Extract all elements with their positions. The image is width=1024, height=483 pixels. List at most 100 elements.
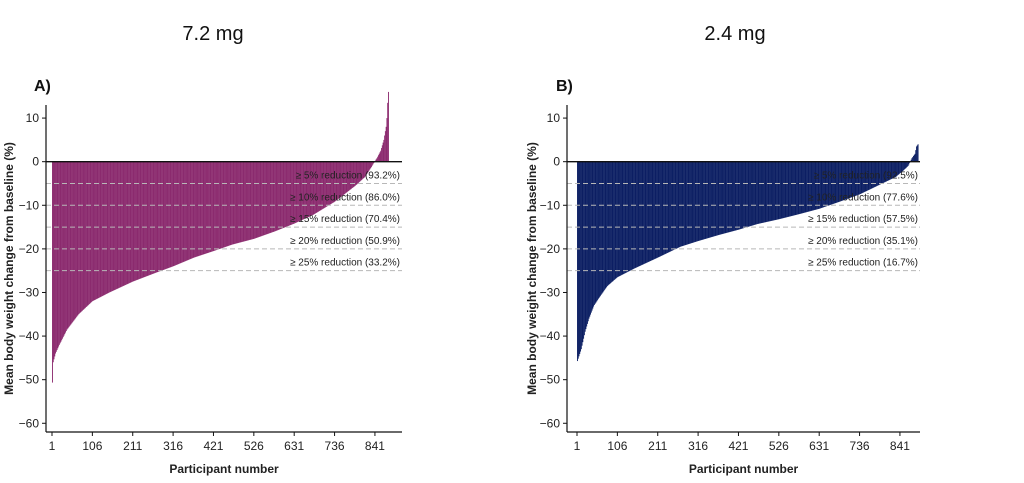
bar — [235, 161, 237, 244]
bar — [244, 161, 246, 242]
bar — [722, 161, 724, 234]
bar — [697, 161, 699, 242]
bar — [295, 161, 297, 223]
bar — [189, 161, 191, 260]
bar — [378, 153, 380, 162]
bar — [890, 161, 892, 180]
bar — [53, 161, 55, 360]
bar — [644, 161, 646, 264]
bar — [326, 161, 328, 207]
y-tick-label: 10 — [26, 111, 40, 125]
bar — [346, 161, 348, 193]
bar — [786, 161, 788, 218]
bar — [71, 161, 73, 324]
y-tick-label: 0 — [553, 155, 560, 169]
bar — [869, 161, 871, 190]
bar — [666, 161, 668, 254]
bar — [866, 161, 868, 192]
bar — [656, 161, 658, 259]
bar — [250, 161, 252, 240]
bar — [636, 161, 638, 268]
bar — [343, 161, 345, 195]
bar — [142, 161, 144, 278]
bar — [900, 161, 902, 173]
bar — [803, 161, 804, 213]
bar — [596, 161, 598, 301]
bar — [912, 157, 914, 162]
bar — [212, 161, 214, 252]
bar — [115, 161, 116, 290]
bar — [181, 161, 183, 263]
bar — [118, 161, 120, 288]
bar — [806, 161, 808, 213]
bar — [95, 161, 96, 300]
bar — [281, 161, 283, 229]
bar — [313, 161, 315, 215]
bar — [883, 161, 885, 183]
bar — [611, 161, 613, 282]
bar — [348, 161, 350, 191]
bar — [349, 161, 351, 190]
bar — [307, 161, 309, 218]
bar — [71, 161, 73, 323]
bar — [641, 161, 643, 265]
bar — [138, 161, 140, 280]
bar — [760, 161, 762, 224]
bar — [129, 161, 131, 283]
bar — [689, 161, 691, 244]
bar — [743, 161, 744, 229]
bar — [811, 161, 813, 211]
bar — [238, 161, 239, 243]
bar — [178, 161, 180, 264]
bar — [753, 161, 754, 226]
bar — [770, 161, 772, 221]
bar — [108, 161, 110, 293]
bar — [846, 161, 848, 199]
panel-title: 7.2 mg — [182, 23, 243, 45]
bar — [716, 161, 718, 236]
y-tick-label: −30 — [540, 285, 561, 299]
bar — [838, 161, 840, 202]
bar — [121, 161, 123, 287]
bar — [618, 161, 620, 277]
bar — [351, 161, 353, 189]
bar — [229, 161, 231, 246]
bar — [614, 161, 616, 280]
bar — [698, 161, 700, 241]
bar — [173, 161, 175, 266]
bar — [297, 161, 299, 222]
bar — [370, 161, 372, 169]
bar — [654, 161, 656, 259]
bar — [292, 161, 294, 225]
bar — [866, 161, 868, 191]
bar — [653, 161, 655, 260]
bar — [339, 161, 341, 198]
bar — [125, 161, 126, 285]
bar — [147, 161, 149, 276]
bar — [285, 161, 287, 227]
bar — [875, 161, 877, 187]
y-tick-label: −60 — [540, 416, 561, 430]
bar — [226, 161, 228, 247]
threshold-label: ≥ 15% reduction (57.5%) — [808, 214, 918, 225]
bar — [671, 161, 673, 251]
bar — [298, 161, 300, 222]
bar — [338, 161, 339, 199]
bar — [741, 161, 743, 229]
bar — [660, 161, 662, 256]
bar — [241, 161, 243, 242]
bar — [668, 161, 670, 253]
bar — [168, 161, 170, 269]
y-tick-label: −10 — [540, 198, 561, 212]
bar — [753, 161, 755, 225]
bar — [375, 159, 377, 162]
bar — [103, 161, 105, 296]
x-tick-label: 631 — [284, 439, 304, 453]
bar — [594, 161, 596, 304]
bar — [244, 161, 246, 242]
bar — [793, 161, 794, 216]
bar — [663, 161, 665, 255]
threshold-label: ≥ 15% reduction (70.4%) — [290, 214, 400, 225]
bar — [709, 161, 711, 238]
bar — [903, 161, 904, 171]
